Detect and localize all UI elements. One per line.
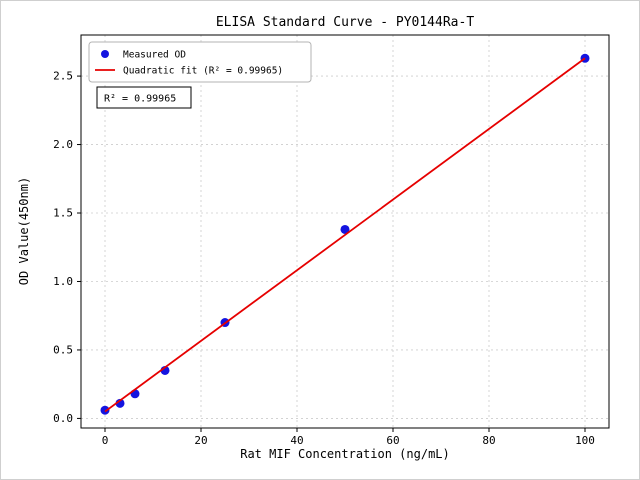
legend-label-measured-od: Measured OD — [123, 50, 186, 61]
y-tick-label: 2.0 — [53, 138, 73, 151]
legend: Measured OD Quadratic fit (R² = 0.99965) — [88, 41, 312, 83]
x-tick-label: 100 — [575, 434, 595, 447]
r-squared-annotation-box — [96, 86, 192, 109]
series — [100, 53, 590, 415]
measured-od-point — [340, 224, 350, 234]
x-tick-label: 80 — [482, 434, 495, 447]
y-tick-label: 2.5 — [53, 70, 73, 83]
x-tick-label: 20 — [194, 434, 207, 447]
y-axis-label: OD Value(450nm) — [17, 177, 31, 285]
quadratic-fit-line — [104, 57, 586, 413]
x-tick-label: 40 — [290, 434, 303, 447]
x-axis-label: Rat MIF Concentration (ng/mL) — [240, 447, 450, 461]
y-tick-label: 0.0 — [53, 412, 73, 425]
measured-od-point — [130, 389, 140, 399]
legend-label-quadratic-fit: Quadratic fit (R² = 0.99965) — [123, 66, 283, 77]
plot-border — [80, 34, 610, 429]
measured-od-point — [100, 405, 110, 415]
y-tick-label: 0.5 — [53, 343, 73, 356]
legend-scatter-marker-icon — [101, 50, 109, 58]
legend-box — [88, 41, 312, 83]
r-squared-annotation-text: R² = 0.99965 — [104, 94, 176, 105]
axes-ticks: 0 20 40 60 80 100 0.0 0.5 1.0 1.5 2.0 2.5 — [53, 70, 595, 447]
grid — [81, 35, 609, 428]
y-tick-label: 1.0 — [53, 275, 73, 288]
chart-title: ELISA Standard Curve - PY0144Ra-T — [216, 15, 474, 30]
x-tick-label: 60 — [386, 434, 399, 447]
y-tick-label: 1.5 — [53, 207, 73, 220]
x-tick-label: 0 — [102, 434, 109, 447]
annotation: R² = 0.99965 — [96, 86, 192, 109]
